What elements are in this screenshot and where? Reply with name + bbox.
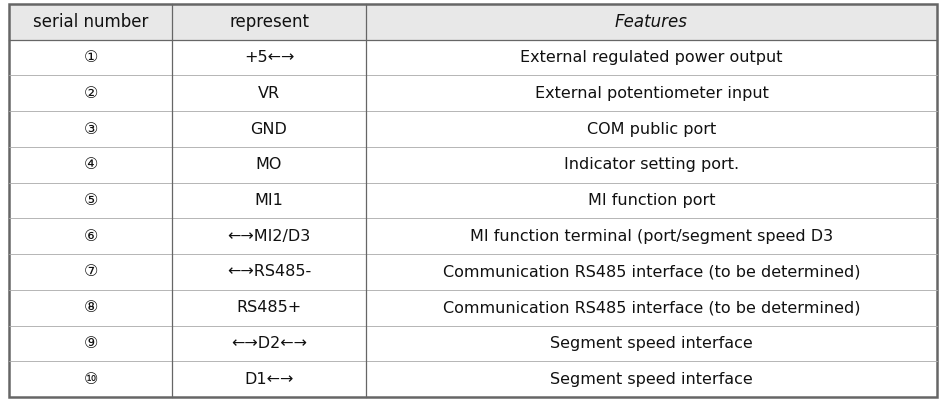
Text: GND: GND	[251, 122, 288, 137]
Bar	[9, 4, 937, 40]
Text: Indicator setting port.: Indicator setting port.	[564, 157, 739, 172]
Text: ③: ③	[83, 122, 97, 137]
Text: MI function port: MI function port	[587, 193, 715, 208]
Text: MO: MO	[255, 157, 282, 172]
Text: Communication RS485 interface (to be determined): Communication RS485 interface (to be det…	[443, 264, 860, 279]
Bar	[9, 219, 937, 254]
Text: VR: VR	[258, 86, 280, 101]
Text: ←→D2←→: ←→D2←→	[231, 336, 307, 351]
Bar	[9, 254, 937, 290]
Text: MI function terminal (port/segment speed D3: MI function terminal (port/segment speed…	[470, 229, 833, 244]
Bar	[9, 290, 937, 326]
Bar	[9, 326, 937, 361]
Text: External regulated power output: External regulated power output	[520, 50, 782, 65]
Text: ④: ④	[83, 157, 97, 172]
Text: COM public port: COM public port	[587, 122, 716, 137]
Text: represent: represent	[229, 13, 309, 31]
Text: RS485+: RS485+	[236, 300, 302, 315]
Bar	[9, 75, 937, 111]
Text: Segment speed interface: Segment speed interface	[550, 336, 753, 351]
Text: ⑦: ⑦	[83, 264, 97, 279]
Bar	[9, 40, 937, 75]
Text: D1←→: D1←→	[244, 372, 293, 387]
Text: ⑤: ⑤	[83, 193, 97, 208]
Text: ←→RS485-: ←→RS485-	[227, 264, 311, 279]
Bar	[9, 361, 937, 397]
Text: Communication RS485 interface (to be determined): Communication RS485 interface (to be det…	[443, 300, 860, 315]
Bar	[9, 147, 937, 182]
Text: ⑥: ⑥	[83, 229, 97, 244]
Text: Segment speed interface: Segment speed interface	[550, 372, 753, 387]
Text: ②: ②	[83, 86, 97, 101]
Text: ⑧: ⑧	[83, 300, 97, 315]
Text: ①: ①	[83, 50, 97, 65]
Text: Features: Features	[615, 13, 688, 31]
Text: ⑨: ⑨	[83, 336, 97, 351]
Text: External potentiometer input: External potentiometer input	[534, 86, 768, 101]
Text: serial number: serial number	[33, 13, 149, 31]
Bar	[9, 182, 937, 219]
Bar	[9, 111, 937, 147]
Text: ←→MI2/D3: ←→MI2/D3	[227, 229, 310, 244]
Text: MI1: MI1	[254, 193, 284, 208]
Text: +5←→: +5←→	[244, 50, 294, 65]
Text: ⑩: ⑩	[83, 372, 97, 387]
